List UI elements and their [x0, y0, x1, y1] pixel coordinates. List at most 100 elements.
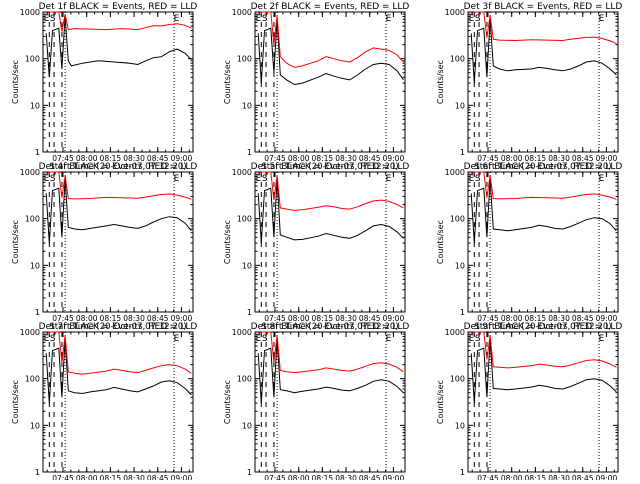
marker-label: S — [475, 174, 481, 184]
x-axis-label: Start Time (20-Oct-07 07:32:20) — [474, 322, 611, 332]
y-tick-label: 1 — [247, 308, 252, 317]
plot-title: Det 3f BLACK = Events, RED = LLD — [464, 2, 623, 12]
marker-label: E — [174, 174, 180, 184]
x-tick-label: 07:45 — [477, 314, 499, 323]
lld-rate-line — [257, 11, 404, 68]
y-tick-label: 10 — [242, 101, 252, 110]
y-tick-label: 10 — [455, 101, 465, 110]
y-tick-label: 1000 — [232, 328, 252, 337]
x-tick-label: 08:30 — [123, 314, 145, 323]
y-tick-label: 1000 — [232, 8, 252, 17]
x-tick-label: 08:45 — [147, 314, 169, 323]
x-axis-label: Start Time (20-Oct-07 07:32:20) — [261, 322, 398, 332]
detector-plot-2: Det 2f BLACK = Events, RED = LLD Start Ti… — [223, 2, 409, 172]
y-axis-label: Counts/sec — [11, 380, 20, 424]
y-tick-label: 100 — [237, 215, 252, 224]
events-rate-line — [257, 179, 404, 244]
x-tick-label: 08:30 — [335, 154, 357, 163]
x-tick-label: 07:45 — [52, 154, 74, 163]
y-tick-label: 1000 — [445, 328, 465, 337]
x-tick-label: 07:45 — [52, 314, 74, 323]
x-tick-label: 09:00 — [171, 154, 193, 163]
detector-plot-1: Det 1f BLACK = Events, RED = LLD Start Ti… — [11, 2, 197, 172]
events-rate-line — [470, 339, 617, 404]
marker-label: S — [50, 174, 56, 184]
x-tick-label: 08:45 — [572, 154, 594, 163]
x-tick-label: 07:45 — [264, 314, 286, 323]
x-tick-label: 08:30 — [123, 154, 145, 163]
x-tick-label: 08:15 — [312, 474, 334, 480]
x-axis-label: Start Time (20-Oct-07 07:32:20) — [49, 322, 186, 332]
y-tick-label: 100 — [25, 55, 40, 64]
marker-label: E — [386, 14, 392, 24]
marker-label: S — [262, 334, 268, 344]
marker-label: E — [469, 334, 475, 344]
marker-label: S — [475, 334, 481, 344]
y-axis-label: Counts/sec — [11, 220, 20, 264]
y-axis-label: Counts/sec — [223, 380, 232, 424]
marker-label: S — [262, 14, 268, 24]
marker-label: E — [386, 334, 392, 344]
plot-title: Det 5f BLACK = Events, RED = LLD — [251, 162, 410, 172]
y-tick-label: 100 — [237, 55, 252, 64]
y-tick-label: 10 — [30, 421, 40, 430]
x-tick-label: 08:30 — [335, 474, 357, 480]
events-rate-line — [470, 179, 617, 244]
x-tick-label: 08:45 — [572, 474, 594, 480]
y-tick-label: 1000 — [20, 328, 40, 337]
x-axis-label: Start Time (20-Oct-07 07:32:20) — [49, 162, 186, 172]
y-tick-label: 1000 — [20, 8, 40, 17]
x-tick-label: 08:30 — [123, 474, 145, 480]
lld-rate-line — [45, 331, 192, 375]
x-tick-label: 09:00 — [171, 314, 193, 323]
y-tick-label: 1 — [247, 148, 252, 157]
x-tick-label: 08:00 — [76, 154, 98, 163]
x-tick-label: 09:00 — [383, 154, 405, 163]
plot-title: Det 7f BLACK = Events, RED = LLD — [39, 322, 198, 332]
events-rate-line — [470, 19, 617, 84]
marker-label: E — [599, 14, 605, 24]
y-tick-label: 1 — [247, 468, 252, 477]
y-tick-label: 1000 — [20, 168, 40, 177]
x-tick-label: 08:15 — [525, 154, 547, 163]
y-tick-label: 1000 — [445, 168, 465, 177]
y-axis-label: Counts/sec — [223, 60, 232, 104]
y-tick-label: 1000 — [445, 8, 465, 17]
y-axis-label: Counts/sec — [436, 220, 445, 264]
events-rate-line — [257, 19, 404, 86]
marker-label: E — [256, 334, 262, 344]
plot-title: Det 4f BLACK = Events, RED = LLD — [39, 162, 198, 172]
x-tick-label: 08:15 — [525, 314, 547, 323]
events-rate-line — [257, 339, 404, 404]
y-tick-label: 100 — [25, 375, 40, 384]
x-tick-label: 07:45 — [264, 154, 286, 163]
x-tick-label: 08:15 — [100, 314, 122, 323]
x-tick-label: 08:15 — [525, 474, 547, 480]
marker-label: S — [475, 14, 481, 24]
x-tick-label: 08:00 — [501, 474, 523, 480]
x-tick-label: 08:30 — [548, 314, 570, 323]
y-axis-label: Counts/sec — [436, 380, 445, 424]
x-tick-label: 09:00 — [171, 474, 193, 480]
marker-label: E — [599, 334, 605, 344]
x-tick-label: 08:00 — [76, 314, 98, 323]
x-tick-label: 08:45 — [147, 474, 169, 480]
lld-rate-line — [470, 331, 617, 369]
plot-title: Det 9f BLACK = Events, RED = LLD — [464, 322, 623, 332]
x-tick-label: 08:15 — [312, 314, 334, 323]
y-tick-label: 10 — [455, 421, 465, 430]
x-tick-label: 09:00 — [383, 314, 405, 323]
marker-label: S — [50, 334, 56, 344]
marker-label: E — [256, 14, 262, 24]
x-tick-label: 08:00 — [288, 474, 310, 480]
marker-label: S — [50, 14, 56, 24]
x-tick-label: 07:45 — [477, 154, 499, 163]
y-tick-label: 10 — [30, 261, 40, 270]
y-tick-label: 1 — [35, 148, 40, 157]
